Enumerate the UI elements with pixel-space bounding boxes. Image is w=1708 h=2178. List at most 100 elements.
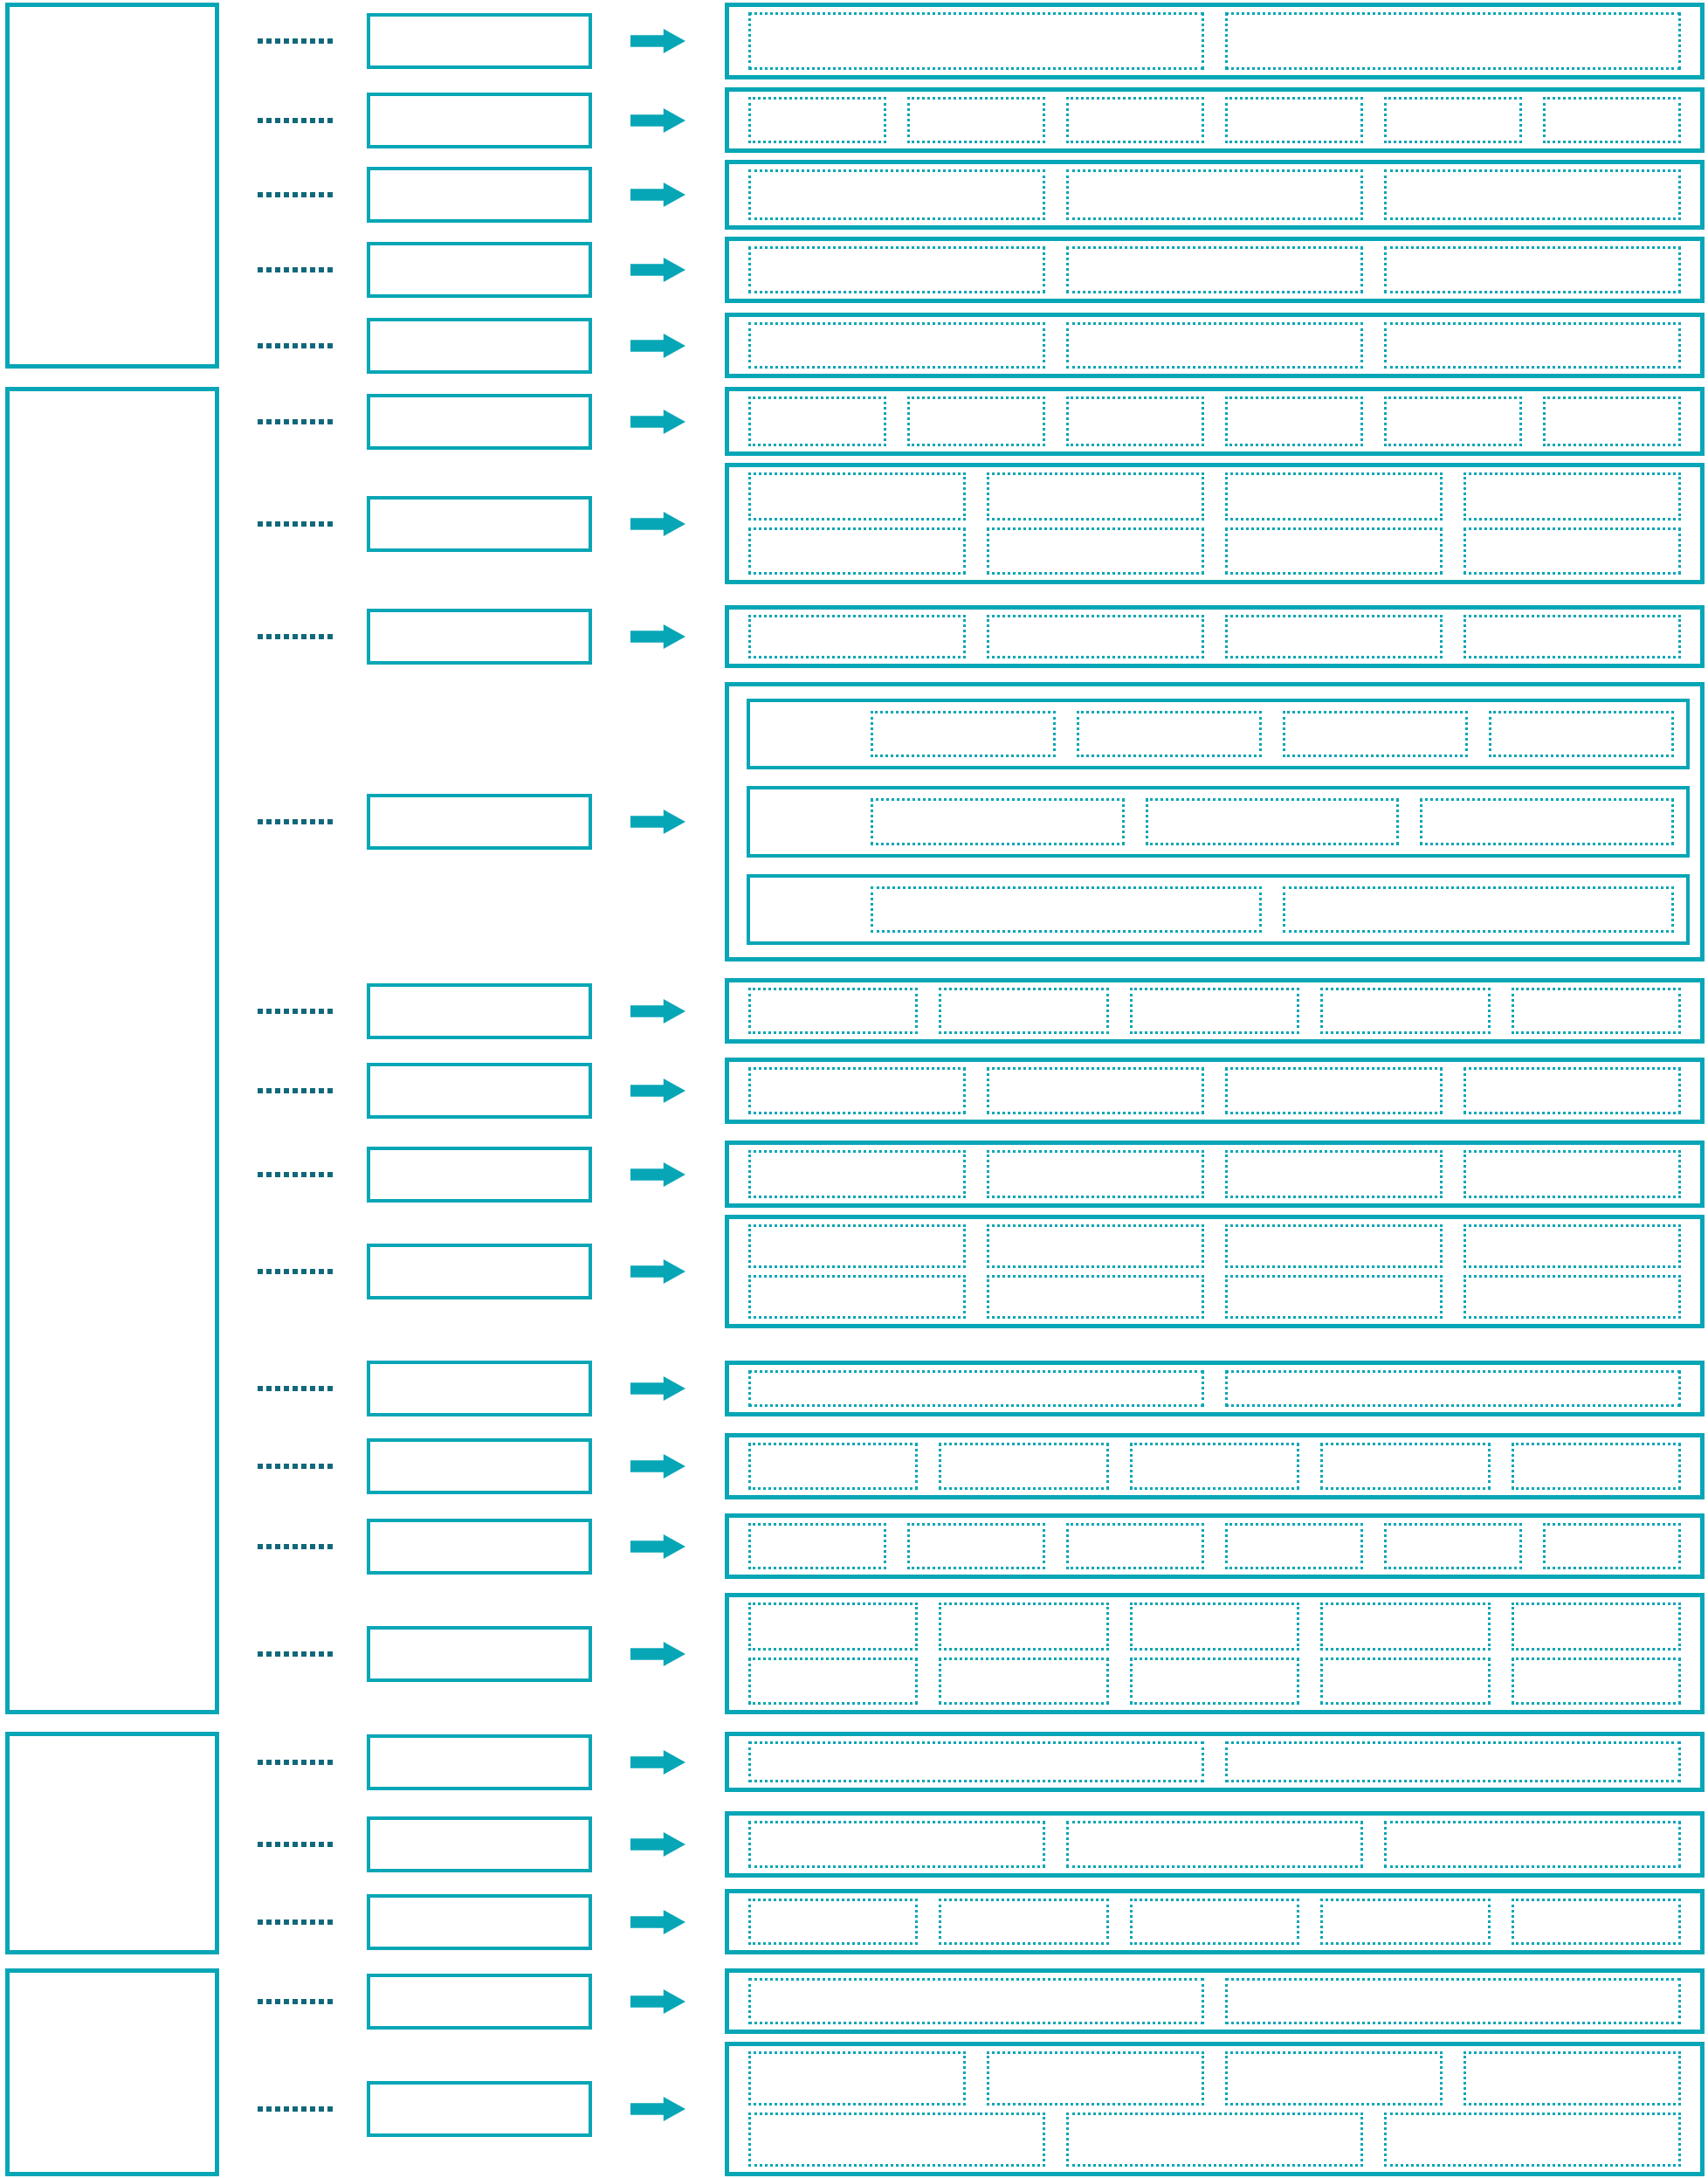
placeholder-field	[748, 615, 966, 658]
dashed-connector	[258, 1172, 333, 1177]
placeholder-field	[987, 1150, 1204, 1198]
placeholder-field	[987, 1275, 1204, 1319]
placeholder-field	[1145, 798, 1400, 845]
placeholder-field	[987, 527, 1204, 575]
detail-panel	[725, 1215, 1705, 1328]
label-box	[367, 983, 592, 1039]
label-box	[367, 1147, 592, 1203]
placeholder-field	[1225, 12, 1681, 70]
right-arrow-icon	[630, 512, 685, 536]
detail-panel	[725, 2042, 1705, 2176]
placeholder-row	[748, 1224, 1681, 1268]
right-arrow-icon	[630, 410, 685, 434]
right-arrow-icon	[630, 1376, 685, 1401]
placeholder-field	[748, 472, 966, 520]
label-box	[367, 394, 592, 450]
placeholder-field	[748, 1899, 919, 1945]
dashed-connector	[258, 521, 333, 527]
placeholder-field	[1543, 396, 1681, 446]
right-arrow-icon	[630, 624, 685, 649]
placeholder-field	[939, 988, 1109, 1034]
placeholder-field	[1320, 988, 1491, 1034]
detail-panel	[725, 313, 1705, 378]
right-arrow-icon	[630, 2097, 685, 2121]
label-box	[367, 2081, 592, 2137]
detail-panel	[725, 1593, 1705, 1714]
label-box	[367, 93, 592, 148]
placeholder-field	[1225, 396, 1363, 446]
placeholder-field	[1384, 1523, 1522, 1569]
placeholder-field	[1225, 1067, 1443, 1114]
dashed-connector	[258, 267, 333, 272]
placeholder-field	[1384, 97, 1522, 143]
placeholder-field	[748, 1821, 1045, 1868]
placeholder-field	[1384, 2113, 1681, 2167]
placeholder-field	[1384, 322, 1681, 369]
nested-panel	[747, 699, 1690, 770]
placeholder-field	[1384, 396, 1522, 446]
label-box	[367, 794, 592, 850]
dashed-connector	[258, 1999, 333, 2004]
placeholder-field	[1225, 1978, 1681, 2024]
placeholder-field	[748, 1443, 919, 1490]
placeholder-row	[748, 1821, 1681, 1868]
placeholder-row	[748, 527, 1681, 575]
placeholder-field	[748, 97, 886, 143]
label-box	[367, 242, 592, 298]
detail-panel	[725, 160, 1705, 230]
placeholder-field	[1066, 246, 1363, 293]
right-arrow-icon	[630, 29, 685, 53]
detail-panel	[725, 978, 1705, 1044]
placeholder-row	[748, 1523, 1681, 1569]
dashed-connector	[258, 1842, 333, 1847]
label-box	[367, 1734, 592, 1790]
placeholder-row	[748, 396, 1681, 446]
placeholder-row	[748, 1275, 1681, 1319]
placeholder-field	[939, 1899, 1109, 1945]
right-arrow-icon	[630, 1454, 685, 1478]
right-arrow-icon	[630, 258, 685, 282]
placeholder-field	[748, 322, 1045, 369]
category-group-box	[5, 387, 219, 1714]
placeholder-field	[1464, 1150, 1681, 1198]
label-box	[367, 1519, 592, 1575]
right-arrow-icon	[630, 1989, 685, 2014]
nested-panel	[747, 873, 1690, 945]
detail-panel	[725, 1513, 1705, 1579]
dashed-connector	[258, 38, 333, 44]
placeholder-field	[1225, 1523, 1363, 1569]
placeholder-field	[1320, 1657, 1491, 1705]
placeholder-field	[748, 1523, 886, 1569]
placeholder-field	[1225, 1150, 1443, 1198]
placeholder-field	[1066, 1523, 1204, 1569]
placeholder-row	[748, 1370, 1681, 1407]
placeholder-field	[1129, 1443, 1300, 1490]
placeholder-field	[748, 1224, 966, 1268]
detail-panel	[725, 463, 1705, 584]
placeholder-field	[1283, 711, 1468, 758]
placeholder-field	[1129, 1899, 1300, 1945]
placeholder-field	[987, 1224, 1204, 1268]
placeholder-field	[1464, 472, 1681, 520]
placeholder-field	[1464, 1067, 1681, 1114]
placeholder-field	[748, 2113, 1045, 2167]
right-arrow-icon	[630, 108, 685, 133]
placeholder-row	[748, 246, 1681, 293]
placeholder-row	[748, 1978, 1681, 2024]
label-box	[367, 609, 592, 665]
placeholder-field	[939, 1657, 1109, 1705]
detail-panel	[725, 1141, 1705, 1208]
detail-panel	[725, 1433, 1705, 1499]
placeholder-field	[748, 396, 886, 446]
placeholder-field	[1066, 396, 1204, 446]
dashed-connector	[258, 1760, 333, 1765]
placeholder-field	[871, 886, 1262, 933]
placeholder-field	[1511, 1602, 1682, 1651]
placeholder-row	[748, 1602, 1682, 1651]
detail-panel	[725, 87, 1705, 153]
placeholder-field	[1077, 711, 1262, 758]
right-arrow-icon	[630, 1534, 685, 1559]
right-arrow-icon	[630, 183, 685, 207]
